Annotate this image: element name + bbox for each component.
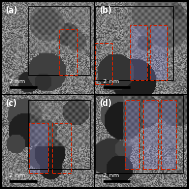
Bar — [59, 29, 77, 75]
Bar — [143, 100, 158, 169]
Bar — [28, 100, 90, 169]
Text: 2 nm: 2 nm — [103, 173, 119, 178]
Text: (b): (b) — [99, 5, 112, 15]
Text: 2 nm: 2 nm — [103, 79, 119, 84]
Bar — [52, 123, 71, 173]
Bar — [150, 25, 167, 80]
Bar — [161, 100, 176, 169]
Bar — [161, 100, 176, 169]
Bar — [130, 25, 147, 80]
Bar — [95, 6, 173, 80]
Bar — [95, 43, 112, 84]
Text: 2 nm: 2 nm — [9, 173, 25, 178]
Bar — [125, 100, 139, 169]
Text: 2 nm: 2 nm — [9, 79, 25, 84]
Text: (a): (a) — [5, 5, 18, 15]
Bar — [125, 100, 139, 169]
Text: (c): (c) — [5, 99, 17, 108]
Bar — [130, 25, 147, 80]
Bar — [150, 25, 167, 80]
Text: (d): (d) — [99, 99, 112, 108]
Bar — [29, 123, 48, 173]
Bar — [143, 100, 158, 169]
Bar — [95, 95, 183, 173]
Bar — [28, 6, 90, 75]
Bar — [29, 123, 48, 173]
